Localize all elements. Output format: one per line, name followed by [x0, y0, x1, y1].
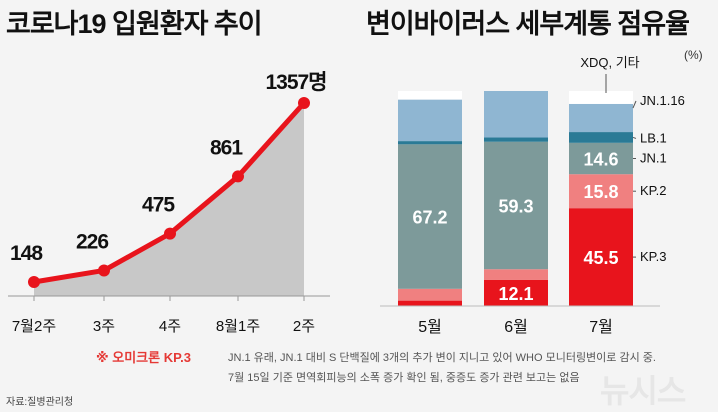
- bar-segment-LB.1: [484, 137, 548, 142]
- legend-leader: [632, 136, 637, 139]
- note-line-2: 7월 15일 기준 면역회피능의 소폭 증가 확인 됨, 중증도 증가 관련 보…: [228, 372, 580, 384]
- bar-segment-LB.1: [398, 141, 462, 145]
- data-point-3주: [98, 264, 110, 277]
- data-point-7월2주: [28, 276, 40, 288]
- data-point-8월1주: [232, 170, 244, 183]
- bar-segment-KP.3: [484, 279, 548, 306]
- bar-value-label: 59.3: [498, 196, 533, 216]
- source-label: 자료:질병관리청: [6, 397, 74, 408]
- value-label: 1357명: [265, 71, 326, 94]
- x-tick-label: 2주: [293, 318, 315, 335]
- x-tick-label: 8월1주: [216, 318, 260, 335]
- legend-label: JN.1: [640, 151, 667, 166]
- omicron-note-marker: ※ 오미크론 KP.3: [96, 350, 191, 365]
- bar-segment-JN.1.16: [398, 99, 462, 142]
- data-point-2주: [298, 97, 310, 109]
- bar-segment-KP.2: [569, 174, 633, 209]
- bar-segment-KP.2: [484, 269, 548, 280]
- bar-segment-KP.3: [569, 208, 633, 306]
- bar-segment-JN.1.16: [484, 91, 548, 138]
- watermark-logo: 뉴시스: [600, 373, 686, 409]
- left-chart-title: 코로나19 입원환자 추이: [6, 9, 263, 39]
- x-tick-label: 3주: [93, 318, 115, 335]
- bar-segment-KP.3: [398, 300, 462, 306]
- value-label: 861: [210, 136, 243, 159]
- legend-label: XDQ, 기타: [580, 55, 639, 70]
- bar-value-label: 14.6: [583, 150, 618, 170]
- bar-segment-JN.1: [398, 144, 462, 289]
- value-label: 475: [142, 194, 175, 217]
- data-point-4주: [164, 227, 176, 240]
- bar-value-label: 45.5: [583, 248, 618, 268]
- legend-label: KP.2: [640, 183, 667, 198]
- bar-segment-JN.1: [484, 141, 548, 270]
- area-fill: [34, 103, 304, 296]
- bar-segment-JN.1: [569, 142, 633, 175]
- legend-label: LB.1: [640, 130, 667, 145]
- x-tick-label: 4주: [159, 318, 181, 335]
- bar-category-label: 6월: [504, 318, 528, 336]
- legend-label: KP.3: [640, 249, 667, 264]
- value-label: 148: [10, 242, 43, 265]
- bar-value-label: 12.1: [498, 284, 533, 304]
- legend-label: JN.1.16: [640, 93, 685, 108]
- value-label: 226: [76, 230, 108, 253]
- bar-segment-JN.1.16: [569, 103, 633, 133]
- note-line-1: JN.1 유래, JN.1 대비 S 단백질에 3개의 추가 변이 지니고 있어…: [228, 352, 656, 364]
- unit-label: (%): [684, 48, 703, 62]
- right-chart-title: 변이바이러스 세부계통 점유율: [366, 9, 690, 39]
- bar-category-label: 7월: [589, 318, 613, 336]
- bar-category-label: 5월: [418, 318, 442, 336]
- bar-value-label: 67.2: [412, 208, 447, 228]
- legend-leader: [632, 100, 637, 109]
- bar-value-label: 15.8: [583, 182, 618, 202]
- bar-segment-LB.1: [569, 132, 633, 143]
- bar-segment-XDQ: [398, 91, 462, 100]
- bar-segment-XDQ: [569, 91, 633, 104]
- bar-segment-KP.2: [398, 288, 462, 301]
- x-tick-label: 7월2주: [12, 318, 56, 335]
